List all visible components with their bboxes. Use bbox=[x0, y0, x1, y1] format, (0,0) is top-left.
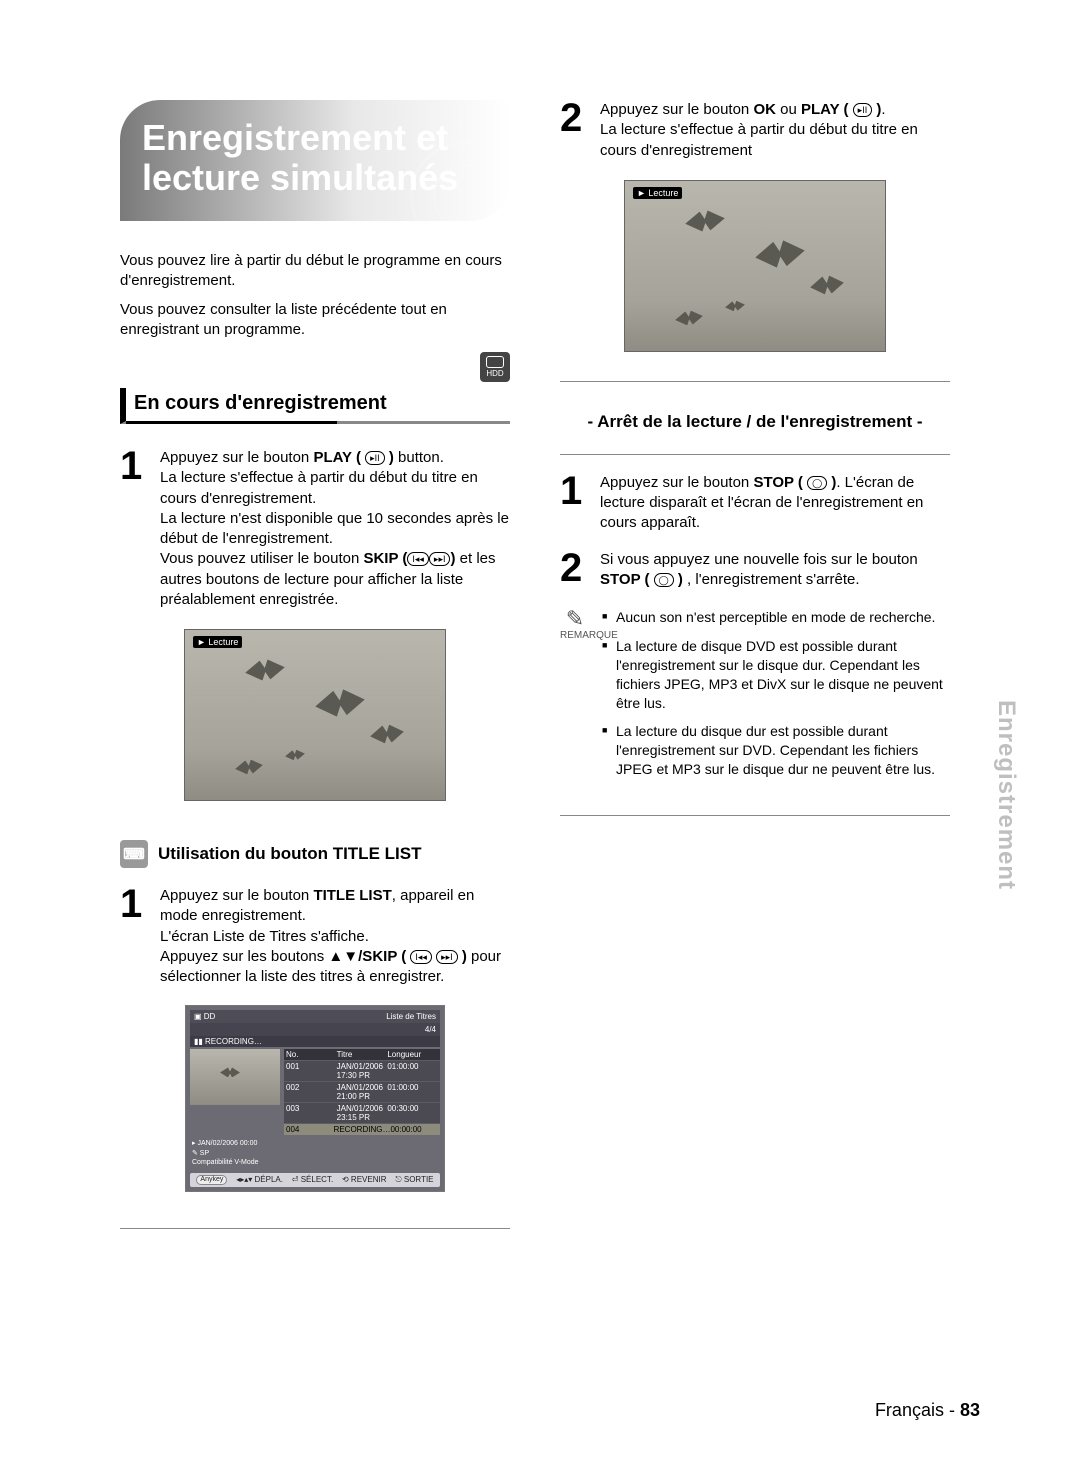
tl-foot-select: ⏎ SÉLECT. bbox=[292, 1175, 333, 1185]
note-item: La lecture de disque DVD est possible du… bbox=[602, 637, 950, 713]
page-footer: Français - 83 bbox=[875, 1400, 980, 1421]
intro-paragraph-2: Vous pouvez consulter la liste précédent… bbox=[120, 300, 510, 341]
playback-tag: ► Lecture bbox=[193, 636, 242, 648]
bird-icon bbox=[369, 723, 405, 746]
tl-row: 004RECORDING…00:00:00 bbox=[284, 1123, 440, 1135]
tl-header-left: ▣ DD bbox=[194, 1012, 215, 1021]
note-icon: REMARQUE bbox=[560, 608, 590, 789]
intro-paragraph-1: Vous pouvez lire à partir du début le pr… bbox=[120, 251, 510, 292]
footer-page-number: 83 bbox=[960, 1400, 980, 1420]
step-1-titlelist: 1 Appuyez sur le bouton TITLE LIST, appa… bbox=[120, 886, 510, 987]
step-text: Appuyez sur le bouton OK ou PLAY ( ▸II )… bbox=[600, 100, 950, 161]
step-1-stop: 1 Appuyez sur le bouton STOP ( ◯ ). L'éc… bbox=[560, 473, 950, 534]
tl-foot-move: ◂▸▴▾ DÉPLA. bbox=[236, 1175, 283, 1185]
tl-foot-anykey: Anykey bbox=[196, 1175, 227, 1185]
step-text: Appuyez sur le bouton STOP ( ◯ ). L'écra… bbox=[600, 473, 950, 534]
remarks-block: REMARQUE Aucun son n'est perceptible en … bbox=[560, 608, 950, 816]
step-text: Si vous appuyez une nouvelle fois sur le… bbox=[600, 550, 950, 591]
tl-col-no: No. bbox=[286, 1050, 337, 1059]
tl-meta: ▸ JAN/02/2006 00:00 ✎ SP Compatibilité V… bbox=[190, 1135, 440, 1168]
tl-col-len: Longueur bbox=[387, 1050, 438, 1059]
tl-col-title: Titre bbox=[337, 1050, 388, 1059]
side-tab: Enregistrement bbox=[992, 700, 1020, 890]
tl-list: No. Titre Longueur 001JAN/01/2006 17:30 … bbox=[284, 1049, 440, 1135]
left-column: Enregistrement et lecture simultanés Vou… bbox=[120, 100, 510, 1229]
tl-row: 002JAN/01/2006 21:00 PR01:00:00 bbox=[284, 1081, 440, 1102]
title-list-screenshot: ▣ DD Liste de Titres 4/4 ▮▮ RECORDING… N… bbox=[185, 1005, 445, 1191]
step-number: 1 bbox=[120, 886, 150, 987]
step-1-recording: 1 Appuyez sur le bouton PLAY ( ▸II ) but… bbox=[120, 448, 510, 610]
page-heading: Enregistrement et lecture simultanés bbox=[120, 100, 510, 221]
step-number: 2 bbox=[560, 100, 590, 161]
tl-recording-label: ▮▮ RECORDING… bbox=[190, 1036, 440, 1047]
bird-icon bbox=[724, 299, 745, 312]
footer-language: Français bbox=[875, 1400, 944, 1420]
bird-icon bbox=[284, 749, 305, 762]
step-text: Appuyez sur le bouton TITLE LIST, appare… bbox=[160, 886, 510, 987]
playback-screenshot-2: ► Lecture bbox=[625, 181, 885, 351]
bird-icon bbox=[234, 758, 264, 776]
tl-row: 001JAN/01/2006 17:30 PR01:00:00 bbox=[284, 1060, 440, 1081]
tl-foot-exit: ⎋ SORTIE bbox=[395, 1175, 433, 1185]
bird-icon bbox=[684, 208, 726, 233]
title-list-subheading: ⌨ Utilisation du bouton TITLE LIST bbox=[120, 840, 510, 868]
tl-foot-return: ⟲ REVENIR bbox=[342, 1175, 387, 1185]
playback-screenshot-1: ► Lecture bbox=[185, 630, 445, 800]
hdd-icon: HDD bbox=[480, 352, 510, 382]
tl-header-right: Liste de Titres bbox=[386, 1012, 436, 1021]
right-column: 2 Appuyez sur le bouton OK ou PLAY ( ▸II… bbox=[560, 100, 950, 1229]
title-list-title: Utilisation du bouton TITLE LIST bbox=[158, 844, 421, 864]
step-text: Appuyez sur le bouton PLAY ( ▸II ) butto… bbox=[160, 448, 510, 610]
note-item: Aucun son n'est perceptible en mode de r… bbox=[602, 608, 950, 627]
bird-icon bbox=[313, 687, 366, 720]
tl-footer: Anykey ◂▸▴▾ DÉPLA. ⏎ SÉLECT. ⟲ REVENIR ⎋… bbox=[190, 1173, 440, 1187]
step-2-stop: 2 Si vous appuyez une nouvelle fois sur … bbox=[560, 550, 950, 591]
step-number: 1 bbox=[120, 448, 150, 610]
playback-tag: ► Lecture bbox=[633, 187, 682, 199]
divider bbox=[120, 1228, 510, 1229]
bird-icon bbox=[674, 309, 704, 327]
section-recording-title: En cours d'enregistrement bbox=[120, 388, 510, 424]
bird-icon bbox=[753, 237, 806, 270]
step-2-play: 2 Appuyez sur le bouton OK ou PLAY ( ▸II… bbox=[560, 100, 950, 161]
tl-preview bbox=[190, 1049, 280, 1105]
step-number: 1 bbox=[560, 473, 590, 534]
bird-icon bbox=[244, 658, 286, 683]
bird-icon bbox=[809, 273, 845, 296]
step-number: 2 bbox=[560, 550, 590, 591]
note-item: La lecture du disque dur est possible du… bbox=[602, 722, 950, 779]
remote-button-icon: ⌨ bbox=[120, 840, 148, 868]
tl-row: 003JAN/01/2006 23:15 PR00:30:00 bbox=[284, 1102, 440, 1123]
tl-sub-right: 4/4 bbox=[425, 1025, 436, 1034]
tl-rows: 001JAN/01/2006 17:30 PR01:00:00002JAN/01… bbox=[284, 1060, 440, 1135]
stop-section-title: - Arrêt de la lecture / de l'enregistrem… bbox=[560, 412, 950, 442]
notes-list: Aucun son n'est perceptible en mode de r… bbox=[602, 608, 950, 789]
